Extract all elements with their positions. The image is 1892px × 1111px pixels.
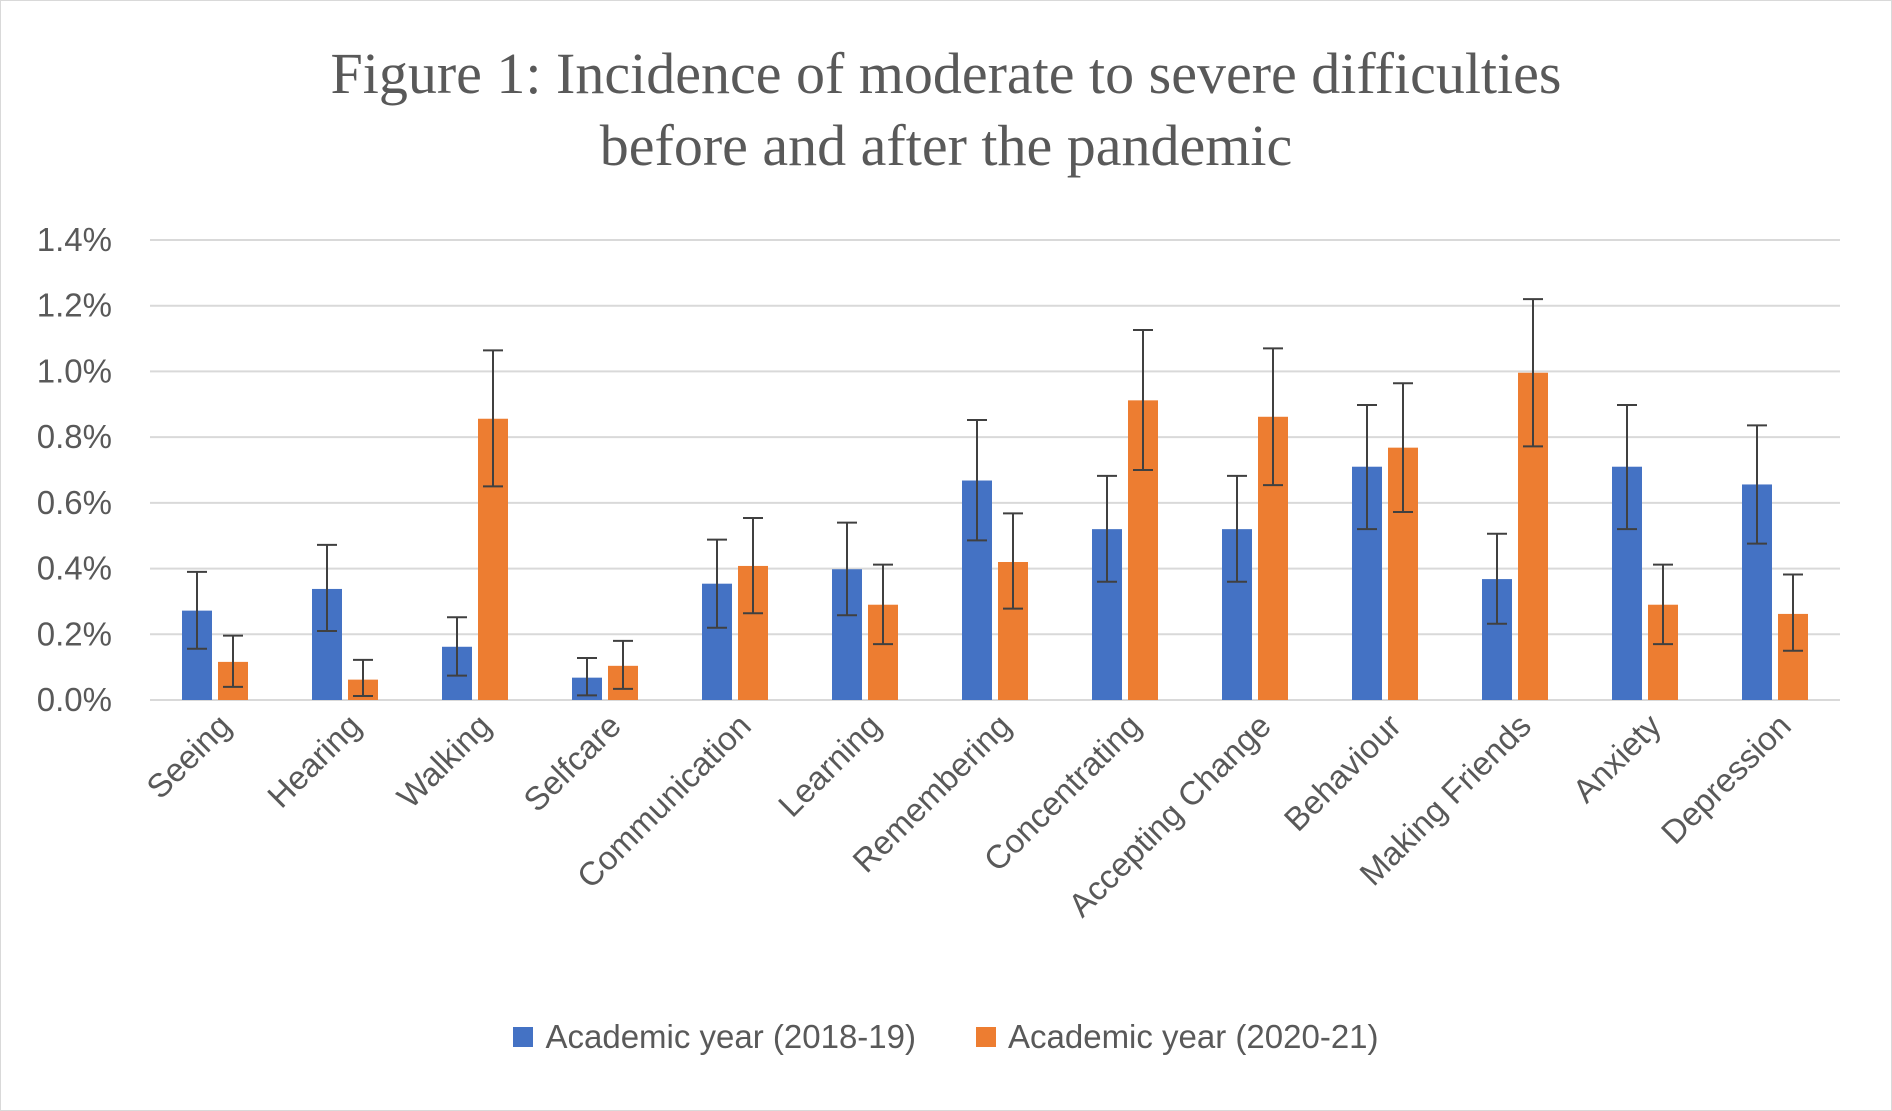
- y-tick-label: 0.2%: [37, 615, 112, 652]
- error-bar-behaviour-2020-21: [1393, 382, 1413, 514]
- error-bar-accepting-change-2018-19: [1227, 474, 1247, 583]
- error-bar-concentrating-2018-19: [1097, 474, 1117, 583]
- error-bar-communication-2020-21: [743, 516, 763, 615]
- legend: Academic year (2018-19) Academic year (2…: [0, 1018, 1892, 1056]
- chart-title: Figure 1: Incidence of moderate to sever…: [0, 38, 1892, 182]
- y-axis-ticks: 0.0% 0.2% 0.4% 0.6% 0.8% 1.0% 1.2% 1.4%: [37, 221, 112, 718]
- bars: [182, 372, 1808, 700]
- legend-swatch-2020-21: [976, 1027, 996, 1047]
- x-tick-label-learning: Learning: [771, 707, 888, 824]
- error-bar-anxiety-2018-19: [1617, 403, 1637, 531]
- y-tick-label: 1.2%: [37, 287, 112, 324]
- chart-title-line-1: Figure 1: Incidence of moderate to sever…: [330, 41, 1562, 106]
- y-tick-label: 0.4%: [37, 550, 112, 587]
- error-bar-anxiety-2020-21: [1653, 563, 1673, 646]
- error-bar-seeing-2020-21: [223, 634, 243, 688]
- error-bar-accepting-change-2020-21: [1263, 347, 1283, 487]
- error-bar-walking-2018-19: [447, 616, 467, 677]
- y-tick-label: 1.4%: [37, 221, 112, 258]
- error-bar-remembering-2018-19: [967, 419, 987, 542]
- legend-label-2018-19: Academic year (2018-19): [545, 1018, 916, 1055]
- legend-item-2018-19: Academic year (2018-19): [513, 1018, 916, 1056]
- x-tick-label-selfcare: Selfcare: [516, 707, 628, 819]
- x-tick-label-depression: Depression: [1654, 707, 1798, 851]
- bar-chart: 0.0% 0.2% 0.4% 0.6% 0.8% 1.0% 1.2% 1.4% Seeing H…: [37, 221, 1840, 924]
- y-tick-label: 0.0%: [37, 681, 112, 718]
- error-bar-selfcare-2020-21: [613, 639, 633, 690]
- error-bar-walking-2020-21: [483, 349, 503, 488]
- error-bar-concentrating-2020-21: [1133, 329, 1153, 471]
- error-bar-depression-2018-19: [1747, 424, 1767, 545]
- legend-item-2020-21: Academic year (2020-21): [976, 1018, 1379, 1056]
- error-bar-making-friends-2020-21: [1523, 298, 1543, 448]
- error-bar-learning-2020-21: [873, 563, 893, 646]
- error-bar-selfcare-2018-19: [577, 656, 597, 697]
- grid-lines: [150, 239, 1840, 701]
- x-axis-ticks: Seeing Hearing Walking SelfcareCommunicatio…: [139, 706, 1798, 923]
- error-bar-communication-2018-19: [707, 538, 727, 629]
- error-bar-depression-2020-21: [1783, 573, 1803, 652]
- legend-label-2020-21: Academic year (2020-21): [1008, 1018, 1379, 1055]
- x-tick-label-anxiety: Anxiety: [1565, 706, 1668, 809]
- x-tick-label-behaviour: Behaviour: [1277, 707, 1408, 838]
- error-bar-hearing-2018-19: [317, 543, 337, 632]
- error-bar-learning-2018-19: [837, 521, 857, 617]
- y-tick-label: 1.0%: [37, 352, 112, 389]
- error-bar-making-friends-2018-19: [1487, 532, 1507, 625]
- chart-title-line-2: before and after the pandemic: [599, 113, 1293, 178]
- error-bar-remembering-2020-21: [1003, 512, 1023, 610]
- x-tick-label-walking: Walking: [390, 707, 498, 815]
- error-bar-seeing-2018-19: [187, 570, 207, 650]
- y-tick-label: 0.6%: [37, 484, 112, 521]
- x-tick-label-hearing: Hearing: [260, 707, 368, 815]
- x-tick-label-seeing: Seeing: [139, 707, 238, 806]
- y-tick-label: 0.8%: [37, 418, 112, 455]
- error-bars: [187, 298, 1803, 698]
- error-bar-hearing-2020-21: [353, 658, 373, 698]
- legend-swatch-2018-19: [513, 1027, 534, 1047]
- error-bar-behaviour-2018-19: [1357, 403, 1377, 531]
